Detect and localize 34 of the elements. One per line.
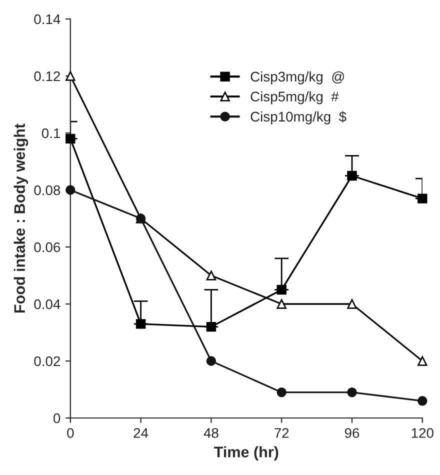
point [418, 194, 428, 204]
point [206, 270, 216, 280]
y-tick-label: 0.06 [34, 242, 60, 252]
point [347, 170, 357, 181]
point [276, 284, 286, 295]
y-axis-title: Food intake : Body weight [14, 124, 28, 313]
x-tick-label: 96 [344, 428, 360, 438]
legend-label: Cisp10mg/kg $ [250, 111, 346, 124]
point [206, 322, 216, 332]
legend-label: Cisp3mg/kg @ [250, 71, 344, 84]
point [418, 396, 428, 406]
point [418, 356, 428, 366]
point [66, 185, 76, 195]
point [206, 356, 216, 366]
y-tick-label: 0.12 [34, 71, 60, 82]
x-tick-label: 0 [67, 428, 74, 438]
y-tick-label: 0.02 [34, 356, 60, 366]
x-tick-label: 48 [204, 428, 218, 438]
y-tick-label: 0.14 [34, 14, 60, 24]
x-tick-label: 120 [412, 428, 434, 438]
x-tick-label: 24 [134, 428, 148, 438]
legend-label: Cisp5mg/kg # [250, 91, 339, 104]
y-tick-label: 0.1 [42, 128, 60, 138]
y-tick-label: 0 [53, 413, 60, 424]
x-axis-title: Time (hr) [214, 446, 278, 460]
point [347, 299, 357, 309]
x-tick-label: 72 [274, 428, 289, 438]
point [136, 319, 146, 329]
point [347, 387, 357, 398]
point [276, 299, 286, 309]
y-tick-label: 0.08 [34, 185, 60, 196]
point [276, 387, 286, 398]
y-tick-label: 0.04 [34, 299, 60, 310]
point [66, 134, 76, 144]
